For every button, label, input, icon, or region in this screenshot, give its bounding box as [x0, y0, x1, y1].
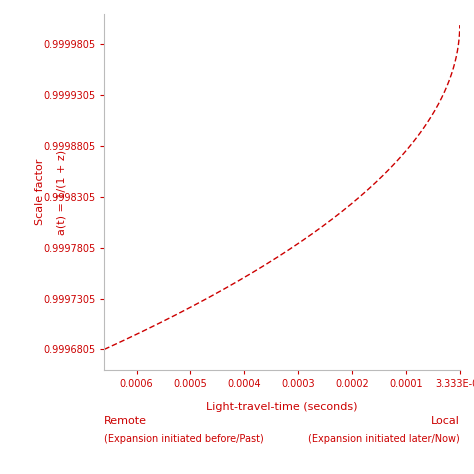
Text: (Expansion initiated later/Now): (Expansion initiated later/Now): [308, 434, 460, 444]
Text: Remote: Remote: [104, 416, 147, 426]
Text: a(t) = 1/(1 + z): a(t) = 1/(1 + z): [56, 149, 67, 235]
Text: Light-travel-time (seconds): Light-travel-time (seconds): [206, 402, 358, 412]
Text: Scale factor: Scale factor: [35, 159, 46, 225]
Text: Local: Local: [431, 416, 460, 426]
Text: (Expansion initiated before/Past): (Expansion initiated before/Past): [104, 434, 264, 444]
